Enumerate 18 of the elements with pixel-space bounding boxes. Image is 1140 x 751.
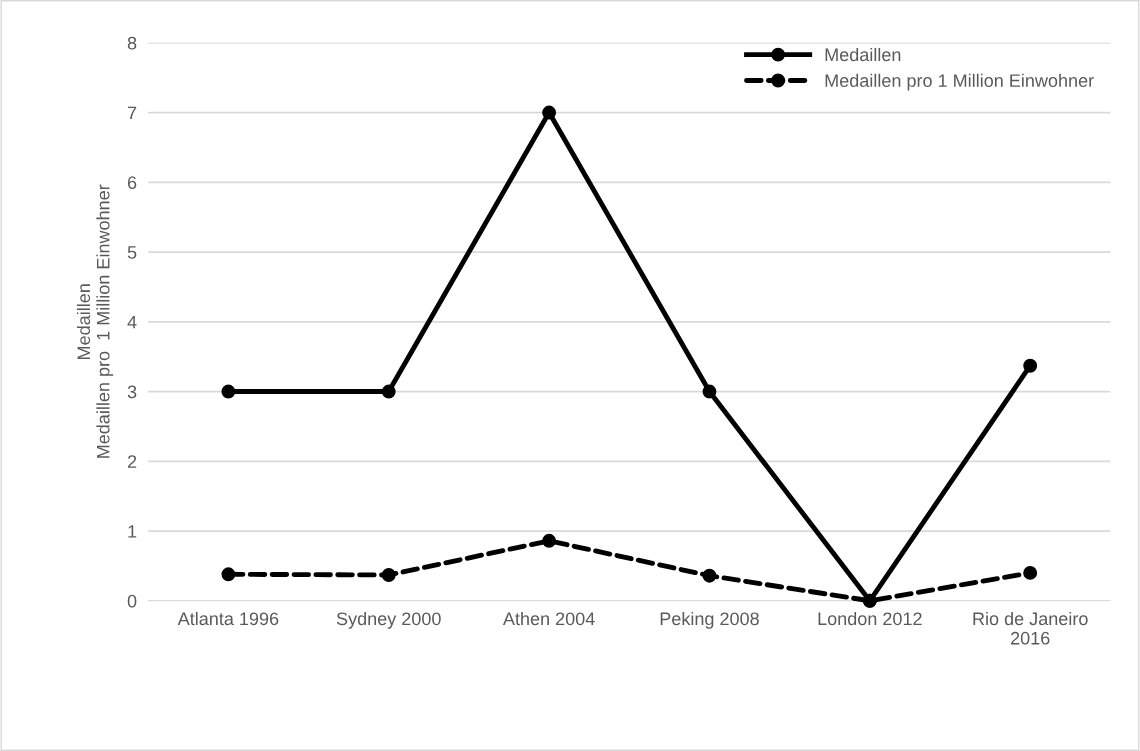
legend-label: Medaillen: [825, 47, 901, 62]
y-tick-label: 3: [127, 385, 137, 399]
x-tick-label: Rio de Janeiro 2016: [973, 611, 1088, 645]
y-tick-label: 0: [127, 594, 137, 608]
x-tick-label: Athen 2004: [502, 611, 595, 626]
x-tick-label: Peking 2008: [660, 611, 759, 629]
y-tick-label: 6: [127, 176, 137, 190]
y-tick-label: 5: [127, 246, 137, 259]
y-axis-title: Medaillen Medaillen pro 1 Million Einwohner: [76, 184, 114, 458]
x-tick-label: Atlanta 1996: [177, 611, 279, 626]
y-tick-label: 4: [127, 315, 137, 329]
y-tick-label: 1: [128, 525, 137, 538]
y-tick-label: 8: [127, 36, 137, 50]
y-tick-label: 7: [127, 106, 137, 120]
legend-label: Medaillen pro 1 Million Einwohner: [825, 73, 1094, 91]
y-tick-label: 2: [127, 455, 137, 468]
x-tick-label: Sydney 2000: [336, 611, 441, 629]
x-tick-label: London 2012: [818, 611, 922, 626]
